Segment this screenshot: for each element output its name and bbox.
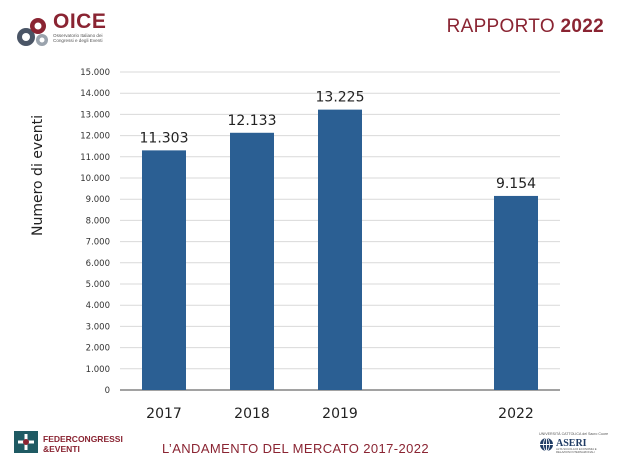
report-title: RAPPORTO 2022 <box>447 16 604 38</box>
y-axis-label: Numero di eventi <box>30 114 46 236</box>
federcongressi-logo <box>14 431 38 453</box>
footer-title: L’ANDAMENTO DEL MERCATO 2017-2022 <box>162 441 430 456</box>
y-tick-label: 1.000 <box>86 365 110 375</box>
y-tick-label: 13.000 <box>80 110 110 120</box>
logo-title: OICE <box>53 10 107 33</box>
oice-logo <box>17 18 48 46</box>
y-tick-label: 3.000 <box>86 322 110 332</box>
data-label: 9.154 <box>496 176 536 192</box>
x-tick-label: 2017 <box>146 406 182 422</box>
aseri-name: ASERI <box>556 438 587 449</box>
y-tick-label: 0 <box>105 386 110 396</box>
y-tick-label: 9.000 <box>86 195 110 205</box>
bar <box>494 195 538 390</box>
y-tick-label: 12.000 <box>80 132 110 142</box>
data-label: 11.303 <box>140 130 189 146</box>
y-tick-label: 2.000 <box>86 344 110 354</box>
aseri-subtitle: ALTA SCUOLA DI ECONOMIA E RELAZIONI INTE… <box>556 447 597 455</box>
federcongressi-line1: FEDERCONGRESSI <box>43 434 123 444</box>
y-tick-label: 10.000 <box>80 174 110 184</box>
y-tick-label: 14.000 <box>80 89 110 99</box>
federcongressi-text: FEDERCONGRESSI &EVENTI <box>43 434 123 454</box>
x-tick-label: 2022 <box>498 406 534 422</box>
x-tick-label: 2018 <box>234 406 270 422</box>
federcongressi-line2: &EVENTI <box>43 444 80 454</box>
y-tick-label: 4.000 <box>86 301 110 311</box>
gear-icon <box>17 18 48 46</box>
x-tick-label: 2019 <box>322 406 358 422</box>
y-tick-label: 5.000 <box>86 280 110 290</box>
y-tick-label: 6.000 <box>86 259 110 269</box>
report-prefix: RAPPORTO <box>446 16 555 37</box>
report-year: 2022 <box>560 16 604 37</box>
y-tick-label: 8.000 <box>86 216 110 226</box>
aseri-logo: UNIVERSITÀ CATTOLICA del Sacro Cuore ASE… <box>539 432 611 456</box>
bar <box>318 109 362 390</box>
bar <box>142 150 186 390</box>
y-tick-label: 7.000 <box>86 238 110 248</box>
y-tick-label: 15.000 <box>80 68 110 78</box>
y-tick-label: 11.000 <box>80 153 110 163</box>
bar <box>230 132 274 390</box>
globe-icon <box>540 437 553 452</box>
logo-subtitle: Osservatorio Italiano dei Congressi e de… <box>53 33 103 44</box>
data-label: 12.133 <box>228 113 277 129</box>
aseri-university: UNIVERSITÀ CATTOLICA del Sacro Cuore <box>539 432 609 436</box>
data-label: 13.225 <box>316 90 365 106</box>
